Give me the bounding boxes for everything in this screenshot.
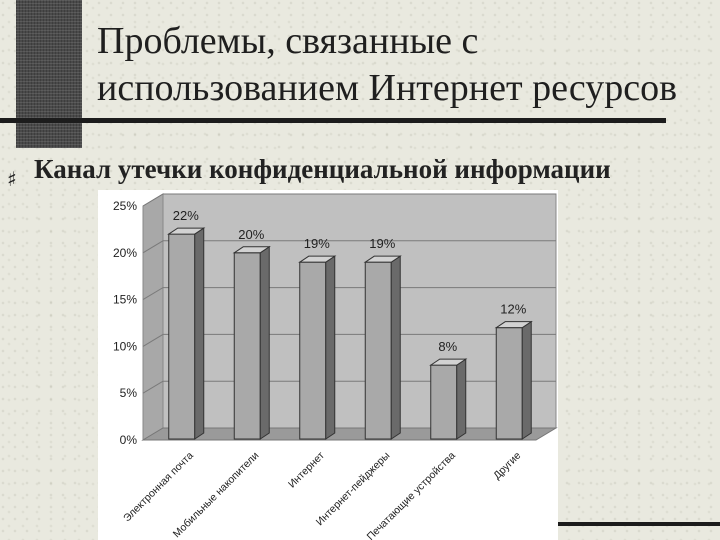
bar-top — [429, 358, 468, 366]
y-tick-label: 0% — [120, 433, 138, 447]
bar — [233, 252, 261, 440]
bar-side — [390, 255, 401, 440]
bar-side — [521, 320, 532, 440]
bar-side — [259, 245, 270, 440]
title-line-1: Проблемы, связанные с — [97, 20, 479, 62]
x-tick-label: Интернет-пейджеры — [314, 450, 393, 529]
y-tick-label: 15% — [113, 293, 137, 307]
y-tick-label: 5% — [120, 386, 138, 400]
data-label: 20% — [238, 227, 264, 242]
bar — [364, 261, 392, 440]
chart-area: 0% 5% 10% 15% 20% 25% 22% Электронная почта 20% М… — [98, 190, 558, 540]
bar-side — [325, 255, 336, 440]
x-tick-label: Интернет — [286, 450, 327, 491]
bar-top — [298, 255, 337, 263]
title-line-2: использованием Интернет ресурсов — [97, 67, 678, 109]
bar — [495, 327, 523, 440]
bar-chart: 0%5%10%15%20%25%22%Электронная почта20%М… — [113, 193, 558, 540]
data-label: 8% — [438, 339, 457, 354]
plot-floor — [141, 427, 558, 441]
x-tick-label: Электронная почта — [121, 450, 196, 525]
bar-top — [167, 227, 206, 235]
title-divider — [0, 118, 666, 123]
gridline — [142, 333, 556, 347]
bar — [168, 233, 196, 440]
data-label: 19% — [369, 236, 395, 251]
gridline — [142, 193, 556, 207]
gridline — [142, 380, 556, 394]
bar — [299, 261, 327, 440]
plot-side-wall — [142, 193, 164, 441]
data-label: 12% — [500, 302, 526, 317]
data-label: 22% — [173, 208, 199, 223]
slide-title: Проблемы, связанные с использованием Инт… — [97, 18, 707, 112]
gridline — [142, 240, 556, 254]
hash-bullet-icon: ♯ — [7, 167, 17, 191]
bar-top — [494, 321, 533, 329]
bottom-divider — [557, 522, 720, 526]
y-tick-label: 20% — [113, 246, 137, 260]
slide-subtitle: Канал утечки конфиденциальной информации — [34, 154, 611, 184]
bar — [430, 364, 458, 440]
y-tick-label: 25% — [113, 199, 137, 213]
bar-side — [194, 227, 205, 440]
bar-top — [232, 246, 271, 254]
bar-side — [456, 358, 467, 440]
y-tick-label: 10% — [113, 339, 137, 353]
gridline — [142, 287, 556, 301]
x-tick-label: Другие — [491, 450, 523, 482]
data-label: 19% — [304, 236, 330, 251]
bar-top — [363, 255, 402, 263]
decorative-side-bar — [16, 0, 82, 148]
